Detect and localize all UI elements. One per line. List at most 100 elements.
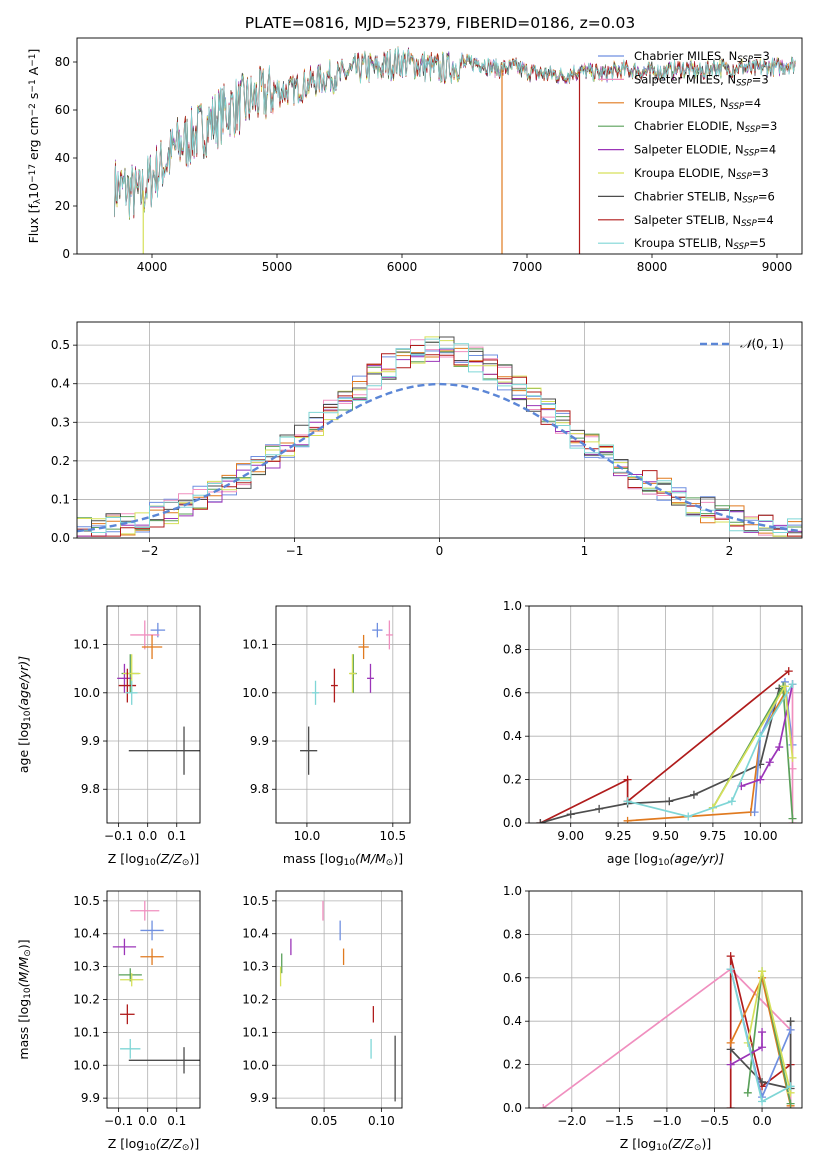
plot-area [300, 620, 393, 775]
x-tick-label: 9.50 [652, 829, 679, 843]
label-part: −1 [28, 79, 38, 92]
grid [276, 606, 410, 823]
label-part: ⊙ [386, 858, 394, 868]
y-tick-label: 10.2 [73, 993, 100, 1007]
label-part: −2 [28, 103, 38, 116]
ticks: 4000 5000 6000 7000 8000 9000 0 20 40 60 80 [55, 55, 793, 274]
x-tick-label: 10.5 [379, 829, 406, 843]
label-part: −1 [28, 54, 38, 67]
x-tick-label: −1.5 [605, 1114, 634, 1128]
x-tick-label: 10.00 [743, 829, 777, 843]
y-tick-label: 1.0 [503, 884, 522, 898]
errorbar-point [312, 680, 319, 705]
weight-line [729, 955, 792, 1108]
label-part: 10 [658, 858, 670, 868]
weight-line [730, 1021, 792, 1090]
y-tick-label: 0.0 [51, 531, 70, 545]
spectrum-panel: 4000 5000 6000 7000 8000 9000 0 20 40 60 80 Flux [f… [26, 37, 803, 274]
weight-marker [595, 804, 604, 813]
errorbar-point [130, 900, 160, 921]
x-tick-label: 0.1 [167, 829, 186, 843]
label-part: Z [log [620, 1136, 656, 1151]
axes-frame [275, 890, 403, 1109]
label-part: ⊙ [182, 858, 190, 868]
legend-n: =3 [752, 72, 769, 86]
y-tick-label: 20 [55, 199, 70, 213]
y-tick-label: 0.5 [51, 338, 70, 352]
x-tick-label: 9.25 [605, 829, 632, 843]
weight-marker [743, 1088, 752, 1097]
legend-text: Salpeter ELODIE, N [634, 143, 744, 157]
label-part: ⊙ [182, 1143, 190, 1153]
errorbar-point [300, 726, 318, 775]
spectrum-line [114, 46, 796, 218]
x-tick-label: 0.0 [138, 829, 157, 843]
y-axis-label: mass [log10(M/M⊙)] [16, 939, 33, 1059]
y-tick-label: 0.0 [503, 816, 522, 830]
y-tick-label: 40 [55, 151, 70, 165]
label-part: Flux [f [26, 204, 41, 244]
label-part: (M/M [355, 851, 386, 866]
weight-marker [665, 797, 674, 806]
x-axis-label: Z [log10(Z/Z⊙)] [108, 851, 199, 868]
mass-vs-metallicity-panel: −0.1 0.0 0.1 9.9 10.0 10.1 10.2 10.3 10.4 10.5 Z [… [16, 890, 201, 1153]
weight-marker [786, 1099, 795, 1108]
errorbar-point [118, 668, 137, 703]
errorbar-point [358, 634, 369, 660]
x-tick-label: −2 [141, 544, 159, 558]
y-tick-label: 60 [55, 103, 70, 117]
legend-sub: SSP [734, 242, 750, 252]
y-tick-label: 10.5 [73, 894, 100, 908]
weight-marker [786, 1025, 795, 1034]
weight-marker [784, 667, 793, 676]
legend-n: =3 [760, 119, 777, 133]
label-part: ⊙ [23, 949, 33, 957]
label-part: 10 [344, 858, 356, 868]
legend-n: =5 [749, 236, 766, 250]
errorbar-point [330, 668, 338, 703]
legend-sub: SSP [736, 78, 752, 88]
legend-sub: SSP [741, 219, 757, 229]
errorbar-point [117, 663, 132, 693]
label-part: 10 [26, 183, 41, 199]
label-part: 10 [144, 858, 156, 868]
weight-line [540, 670, 790, 823]
label-part: 10 [23, 987, 33, 999]
y-tick-label: 10.2 [242, 993, 269, 1007]
y-tick-label: 9.9 [81, 734, 100, 748]
legend-n: =4 [759, 143, 776, 157]
y-tick-label: 0.2 [503, 773, 522, 787]
label-part: (age/yr)] [669, 851, 724, 866]
x-axis-label: Z [log10(Z/Z⊙)] [108, 1136, 199, 1153]
weight-marker [536, 819, 545, 823]
axes-frame [76, 37, 803, 255]
label-part: λ [33, 198, 43, 204]
label-part: )] [393, 851, 403, 866]
y-tick-label: 0 [62, 247, 70, 261]
mass-vs-ebv-panel: 0.05 0.10 9.9 10.0 10.1 10.2 10.3 10.4 10.5 [242, 890, 403, 1128]
y-axis-label: age [log10(age/yr)] [16, 656, 33, 773]
y-tick-label: 0.4 [503, 729, 522, 743]
y-tick-label: 0.8 [503, 927, 522, 941]
weight-marker [726, 1038, 735, 1047]
label-part: Z [log [108, 1136, 144, 1151]
ticks: −0.1 0.0 0.1 9.9 10.0 10.1 10.2 10.3 10.4 10.5 [73, 894, 186, 1128]
x-tick-label: 0.0 [753, 1114, 772, 1128]
x-tick-label: 9.75 [700, 829, 727, 843]
x-tick-label: 0.10 [368, 1114, 395, 1128]
label-part: −17 [28, 164, 38, 183]
legend-sub: SSP [745, 125, 761, 135]
errorbar-point [120, 1004, 135, 1025]
x-tick-label: 0 [436, 544, 444, 558]
weight-marker [726, 952, 735, 961]
label-part: (Z/Z [156, 851, 183, 866]
legend-entry: Salpeter STELIB, NSSP=4 [634, 213, 774, 229]
x-tick-label: 9000 [762, 260, 793, 274]
y-tick-label: 10.0 [242, 686, 269, 700]
y-tick-label: 0.8 [503, 642, 522, 656]
label-part: ⊙ [694, 1143, 702, 1153]
y-tick-label: 9.9 [250, 1091, 269, 1105]
x-tick-label: 0.05 [311, 1114, 338, 1128]
x-tick-label: 2 [726, 544, 734, 558]
weight-marker [765, 758, 774, 767]
